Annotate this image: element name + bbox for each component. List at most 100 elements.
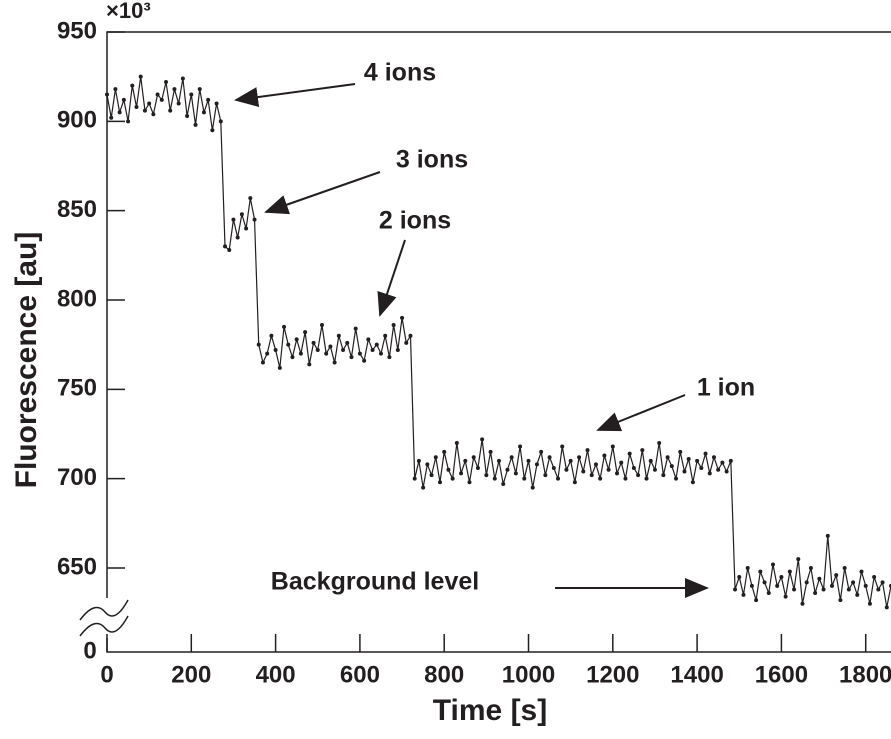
data-point — [480, 437, 485, 442]
data-point — [564, 467, 569, 472]
data-point — [572, 480, 577, 485]
data-point — [842, 566, 847, 571]
y-axis-label: Fluorescence [au] — [10, 232, 43, 489]
data-point — [328, 344, 333, 349]
data-point — [349, 355, 354, 360]
data-point — [534, 462, 539, 467]
data-point — [383, 333, 388, 338]
data-point — [168, 108, 173, 113]
data-point — [787, 569, 792, 574]
data-point — [193, 122, 198, 127]
data-point — [817, 576, 822, 581]
data-point — [834, 573, 839, 578]
data-point — [235, 235, 240, 240]
data-point — [867, 601, 872, 606]
data-point — [695, 458, 700, 463]
data-point — [172, 87, 177, 92]
data-point — [277, 365, 282, 370]
data-point — [488, 449, 493, 454]
data-point — [121, 97, 126, 102]
data-point — [265, 351, 270, 356]
data-point — [661, 473, 666, 478]
data-point — [724, 469, 729, 474]
data-point — [606, 467, 611, 472]
data-point — [374, 342, 379, 347]
data-point — [214, 101, 219, 106]
data-point — [737, 574, 742, 579]
data-point — [231, 217, 236, 222]
data-point — [530, 485, 535, 490]
data-point — [497, 458, 501, 463]
data-point — [357, 351, 362, 356]
data-point — [475, 465, 480, 470]
data-point — [808, 566, 813, 571]
y-break-label: 0 — [83, 637, 96, 664]
y-tick-label: 700 — [57, 464, 97, 491]
data-point — [518, 444, 523, 449]
data-point — [421, 485, 426, 490]
data-point — [345, 340, 350, 345]
data-point — [408, 333, 413, 338]
data-point — [446, 467, 451, 472]
data-point — [353, 326, 358, 331]
data-point — [636, 473, 641, 478]
data-point — [749, 583, 754, 588]
axis-break — [79, 598, 129, 638]
data-point — [513, 471, 518, 476]
data-point — [804, 580, 809, 585]
data-point — [273, 348, 278, 353]
data-point — [109, 115, 114, 120]
data-point — [130, 83, 135, 88]
data-point — [733, 587, 738, 592]
y-tick-label: 900 — [57, 107, 97, 134]
data-point — [619, 460, 624, 465]
data-point — [690, 480, 695, 485]
annotation: 2 ions — [379, 207, 451, 235]
data-point — [223, 244, 228, 249]
data-point — [206, 97, 211, 102]
data-point — [117, 110, 122, 115]
data-point — [387, 355, 392, 360]
data-point — [442, 449, 447, 454]
data-point — [829, 583, 834, 588]
x-tick-label: 1200 — [586, 661, 639, 688]
data-point — [872, 574, 877, 579]
data-point — [838, 598, 843, 603]
y-tick-label: 800 — [57, 285, 97, 312]
data-point — [720, 460, 725, 465]
data-point — [463, 458, 468, 463]
data-point — [880, 580, 885, 585]
data-point — [239, 212, 244, 217]
data-point — [454, 440, 459, 445]
data-point — [686, 457, 691, 462]
data-point — [412, 476, 417, 481]
y-multiplier: ×10³ — [106, 0, 151, 23]
data-point — [286, 342, 291, 347]
data-point — [758, 569, 763, 574]
data-point — [851, 580, 856, 585]
data-point — [539, 449, 544, 454]
data-point — [311, 340, 316, 345]
data-point — [762, 580, 767, 585]
data-point — [682, 469, 687, 474]
data-point — [159, 97, 164, 102]
x-tick-label: 600 — [340, 661, 380, 688]
data-point — [315, 348, 320, 353]
data-point — [370, 348, 375, 353]
data-point — [602, 453, 607, 458]
data-point — [792, 587, 797, 592]
data-point — [703, 451, 708, 456]
data-point — [796, 557, 801, 562]
data-point — [855, 592, 860, 597]
data-point — [395, 348, 400, 353]
data-point — [450, 476, 455, 481]
data-point — [627, 451, 632, 456]
data-point — [332, 360, 337, 365]
data-point — [147, 101, 152, 106]
data-point — [593, 462, 598, 467]
data-point — [189, 92, 194, 97]
data-point — [459, 471, 464, 476]
y-tick-label: 750 — [57, 375, 97, 402]
annotation-arrows — [234, 83, 709, 598]
data-point — [648, 458, 653, 463]
